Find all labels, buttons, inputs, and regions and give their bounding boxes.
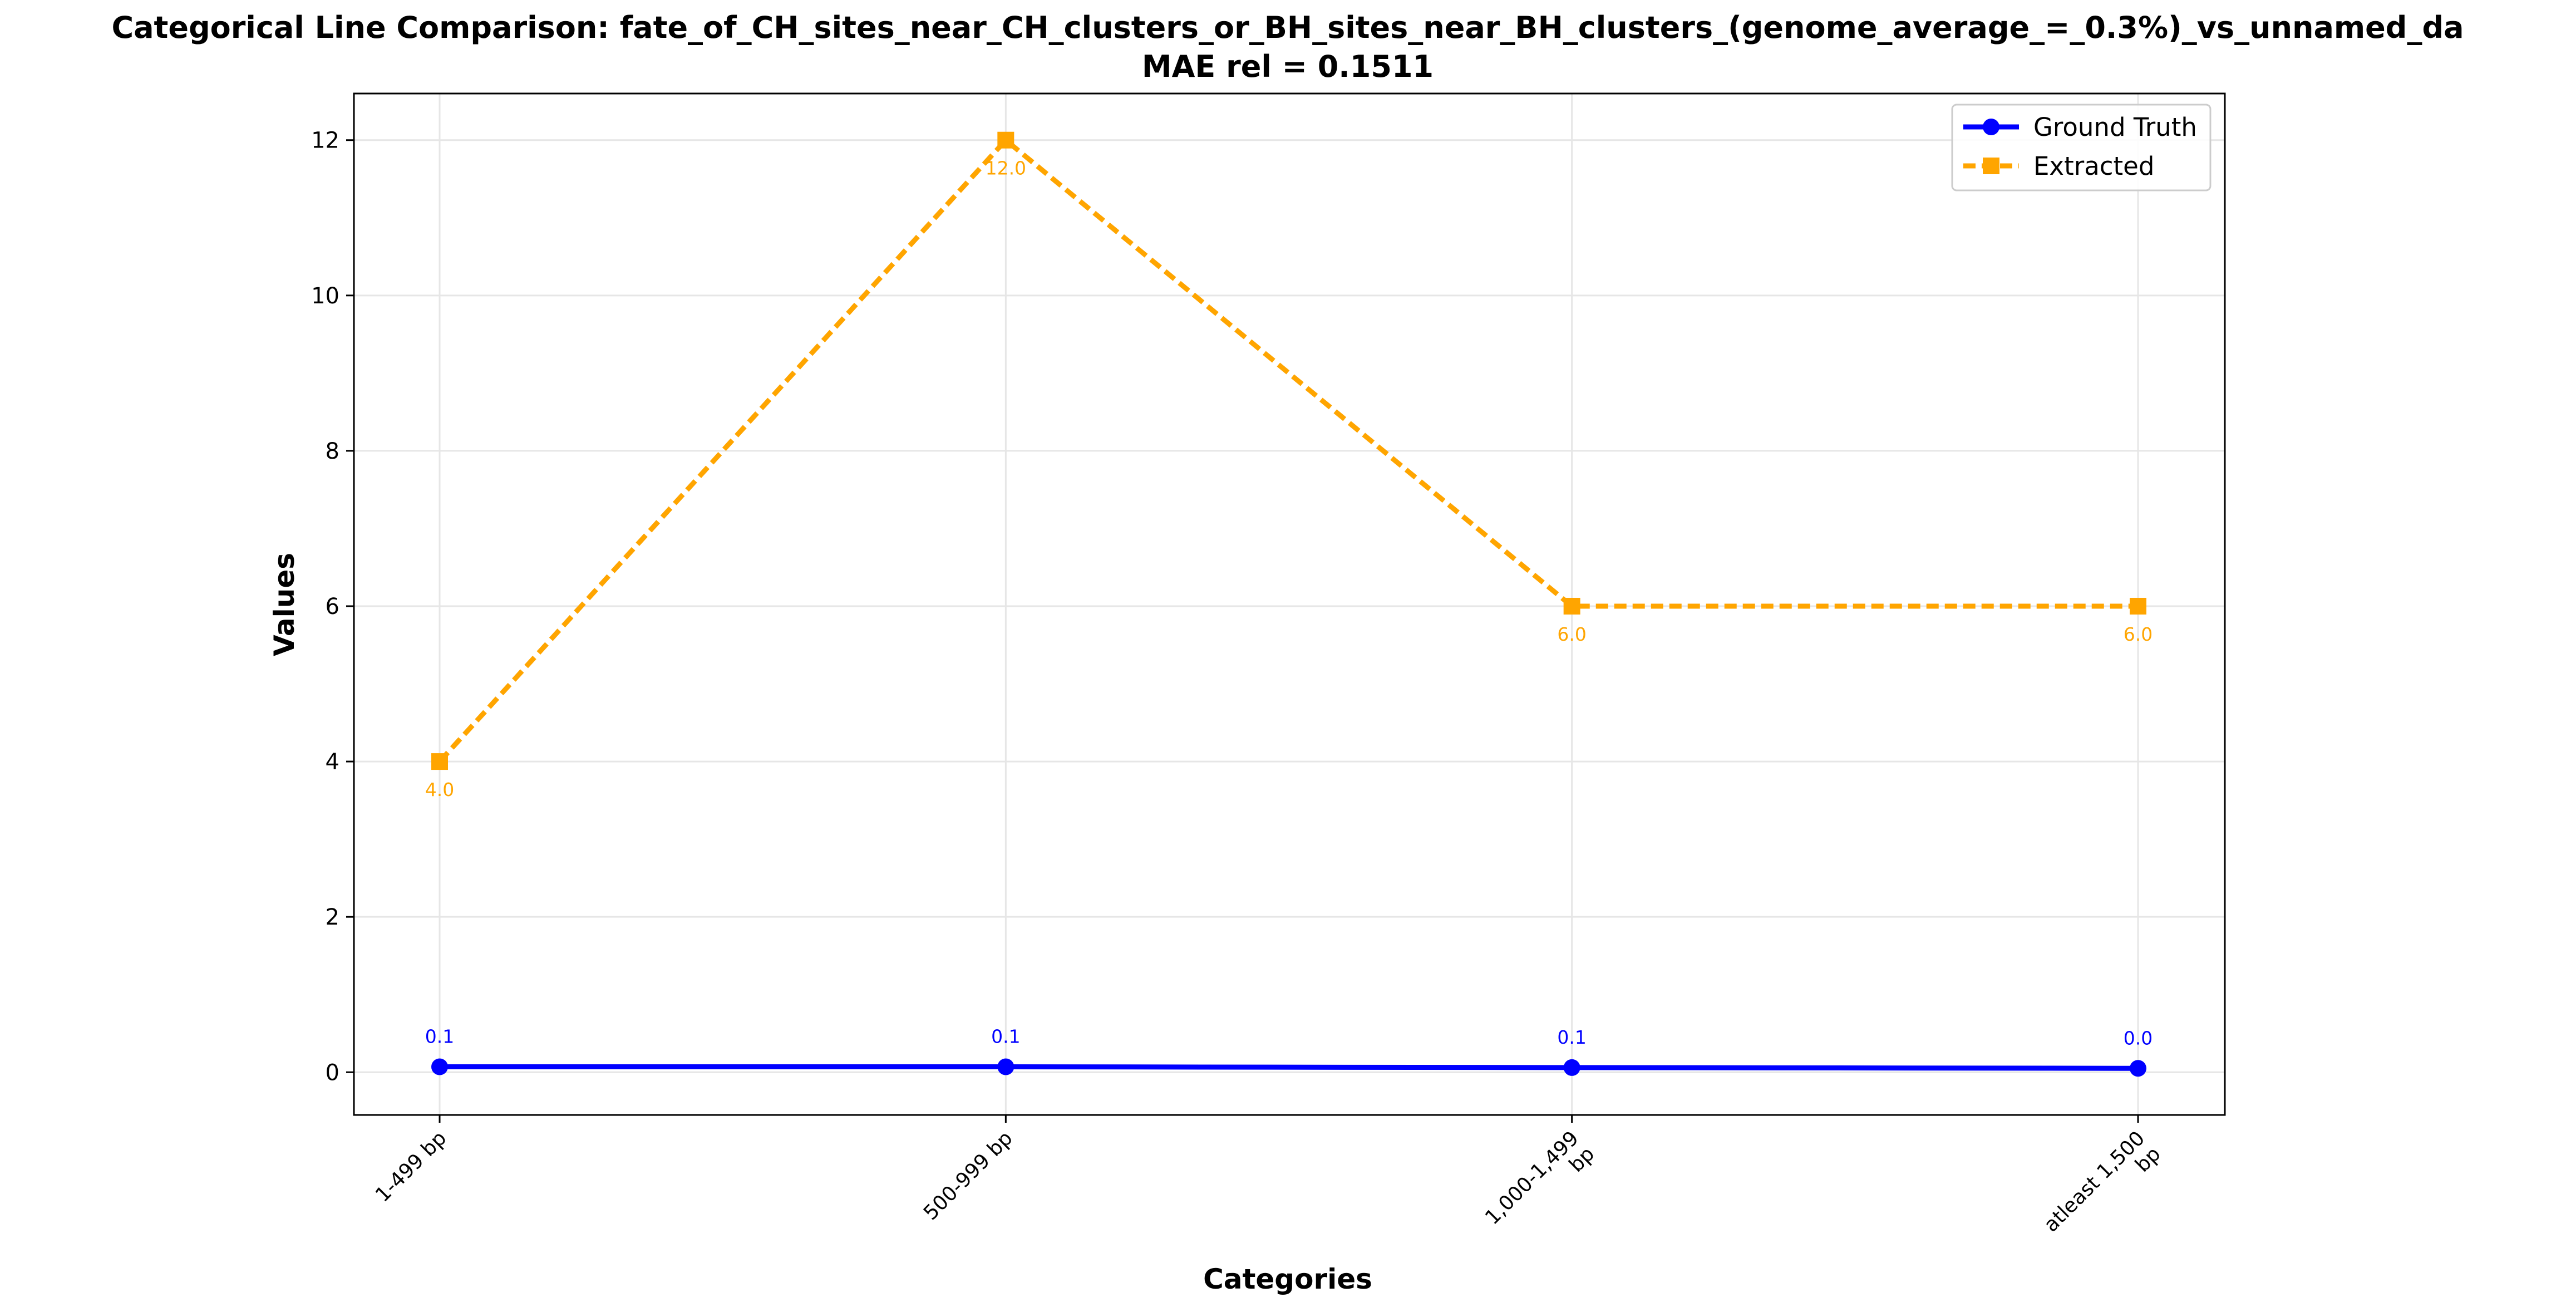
legend-marker — [1983, 119, 1999, 135]
y-tick-label: 2 — [326, 905, 339, 930]
data-point — [2130, 1060, 2146, 1077]
chart-title: Categorical Line Comparison: fate_of_CH_… — [111, 10, 2464, 45]
data-point — [997, 1058, 1014, 1075]
y-tick-label: 0 — [326, 1060, 339, 1085]
data-point — [997, 131, 1014, 149]
data-point — [1563, 597, 1580, 615]
data-label: 4.0 — [425, 779, 454, 800]
y-tick-label: 6 — [326, 594, 339, 620]
data-label: 0.0 — [2124, 1027, 2153, 1049]
plot-area-frame — [353, 92, 2226, 1116]
series-layer: 0.1 0.1 0.1 0.0 4.0 12.0 6.0 6.0 — [425, 131, 2153, 1077]
data-label: 6.0 — [2124, 623, 2153, 645]
data-label: 0.1 — [1557, 1026, 1586, 1048]
data-label: 0.1 — [425, 1025, 454, 1047]
data-point — [431, 753, 448, 770]
data-label: 0.1 — [991, 1025, 1020, 1047]
legend: Ground Truth Extracted — [1951, 104, 2211, 191]
y-axis-label: Values — [268, 553, 301, 656]
data-label: 12.0 — [986, 158, 1026, 179]
series-line — [440, 1064, 2139, 1071]
x-axis-label: Categories — [1203, 1263, 1372, 1295]
y-tick-label: 10 — [311, 283, 339, 309]
y-tick-label: 12 — [311, 128, 339, 154]
chart-subtitle: MAE rel = 0.1511 — [1142, 49, 1434, 84]
legend-entry-label: Ground Truth — [2033, 112, 2197, 142]
data-point — [1563, 1059, 1580, 1076]
data-point — [431, 1058, 448, 1075]
y-tick-label: 8 — [326, 439, 339, 464]
legend-marker — [1983, 158, 1999, 174]
y-axis: 0 2 4 6 8 10 12 — [311, 128, 354, 1085]
legend-entry-label: Extracted — [2033, 151, 2154, 181]
data-point — [2130, 597, 2146, 615]
series-line — [437, 137, 2138, 764]
y-tick-label: 4 — [326, 749, 339, 775]
data-label: 6.0 — [1557, 623, 1586, 645]
